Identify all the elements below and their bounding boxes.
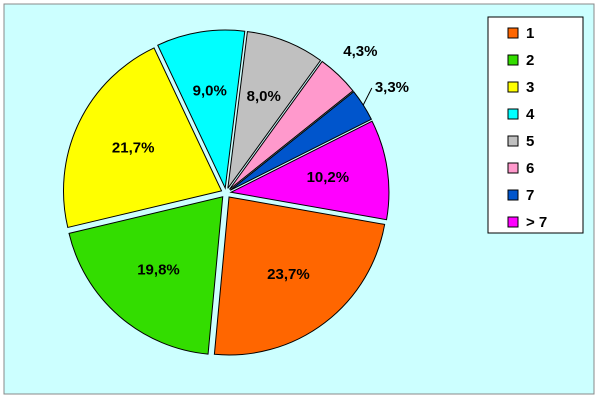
data-label: 9,0% bbox=[193, 82, 227, 99]
legend-swatch bbox=[507, 54, 519, 66]
legend-box bbox=[487, 16, 584, 234]
data-label: 19,8% bbox=[137, 262, 180, 279]
pie-slice bbox=[227, 31, 322, 189]
legend-swatch bbox=[507, 27, 519, 39]
data-label: 10,2% bbox=[307, 169, 350, 186]
legend-label: 1 bbox=[526, 25, 534, 42]
data-label: 3,3% bbox=[375, 79, 409, 96]
legend-swatch bbox=[507, 108, 519, 120]
pie-slice bbox=[229, 120, 390, 221]
legend-label: 6 bbox=[526, 160, 534, 177]
pie-slice bbox=[157, 29, 246, 190]
leader-line bbox=[362, 87, 373, 106]
pie-slice bbox=[229, 91, 373, 191]
data-label: 4,3% bbox=[343, 43, 377, 60]
legend-swatch bbox=[507, 189, 519, 201]
legend-label: 7 bbox=[526, 187, 534, 204]
legend-label: 2 bbox=[526, 52, 534, 69]
legend-label: 5 bbox=[526, 133, 534, 150]
legend-label: 4 bbox=[526, 106, 535, 123]
pie-slice bbox=[68, 196, 224, 355]
legend-swatch bbox=[507, 135, 519, 147]
data-label: 23,7% bbox=[267, 266, 310, 283]
pie-slice bbox=[63, 47, 223, 229]
data-label: 21,7% bbox=[112, 139, 155, 156]
data-label: 8,0% bbox=[247, 88, 281, 105]
legend-label: 3 bbox=[526, 79, 534, 96]
legend-swatch bbox=[507, 216, 519, 228]
legend-swatch bbox=[507, 162, 519, 174]
legend-label: > 7 bbox=[526, 214, 547, 231]
pie-slice bbox=[213, 196, 386, 356]
legend-swatch bbox=[507, 81, 519, 93]
pie-slice bbox=[229, 60, 354, 190]
